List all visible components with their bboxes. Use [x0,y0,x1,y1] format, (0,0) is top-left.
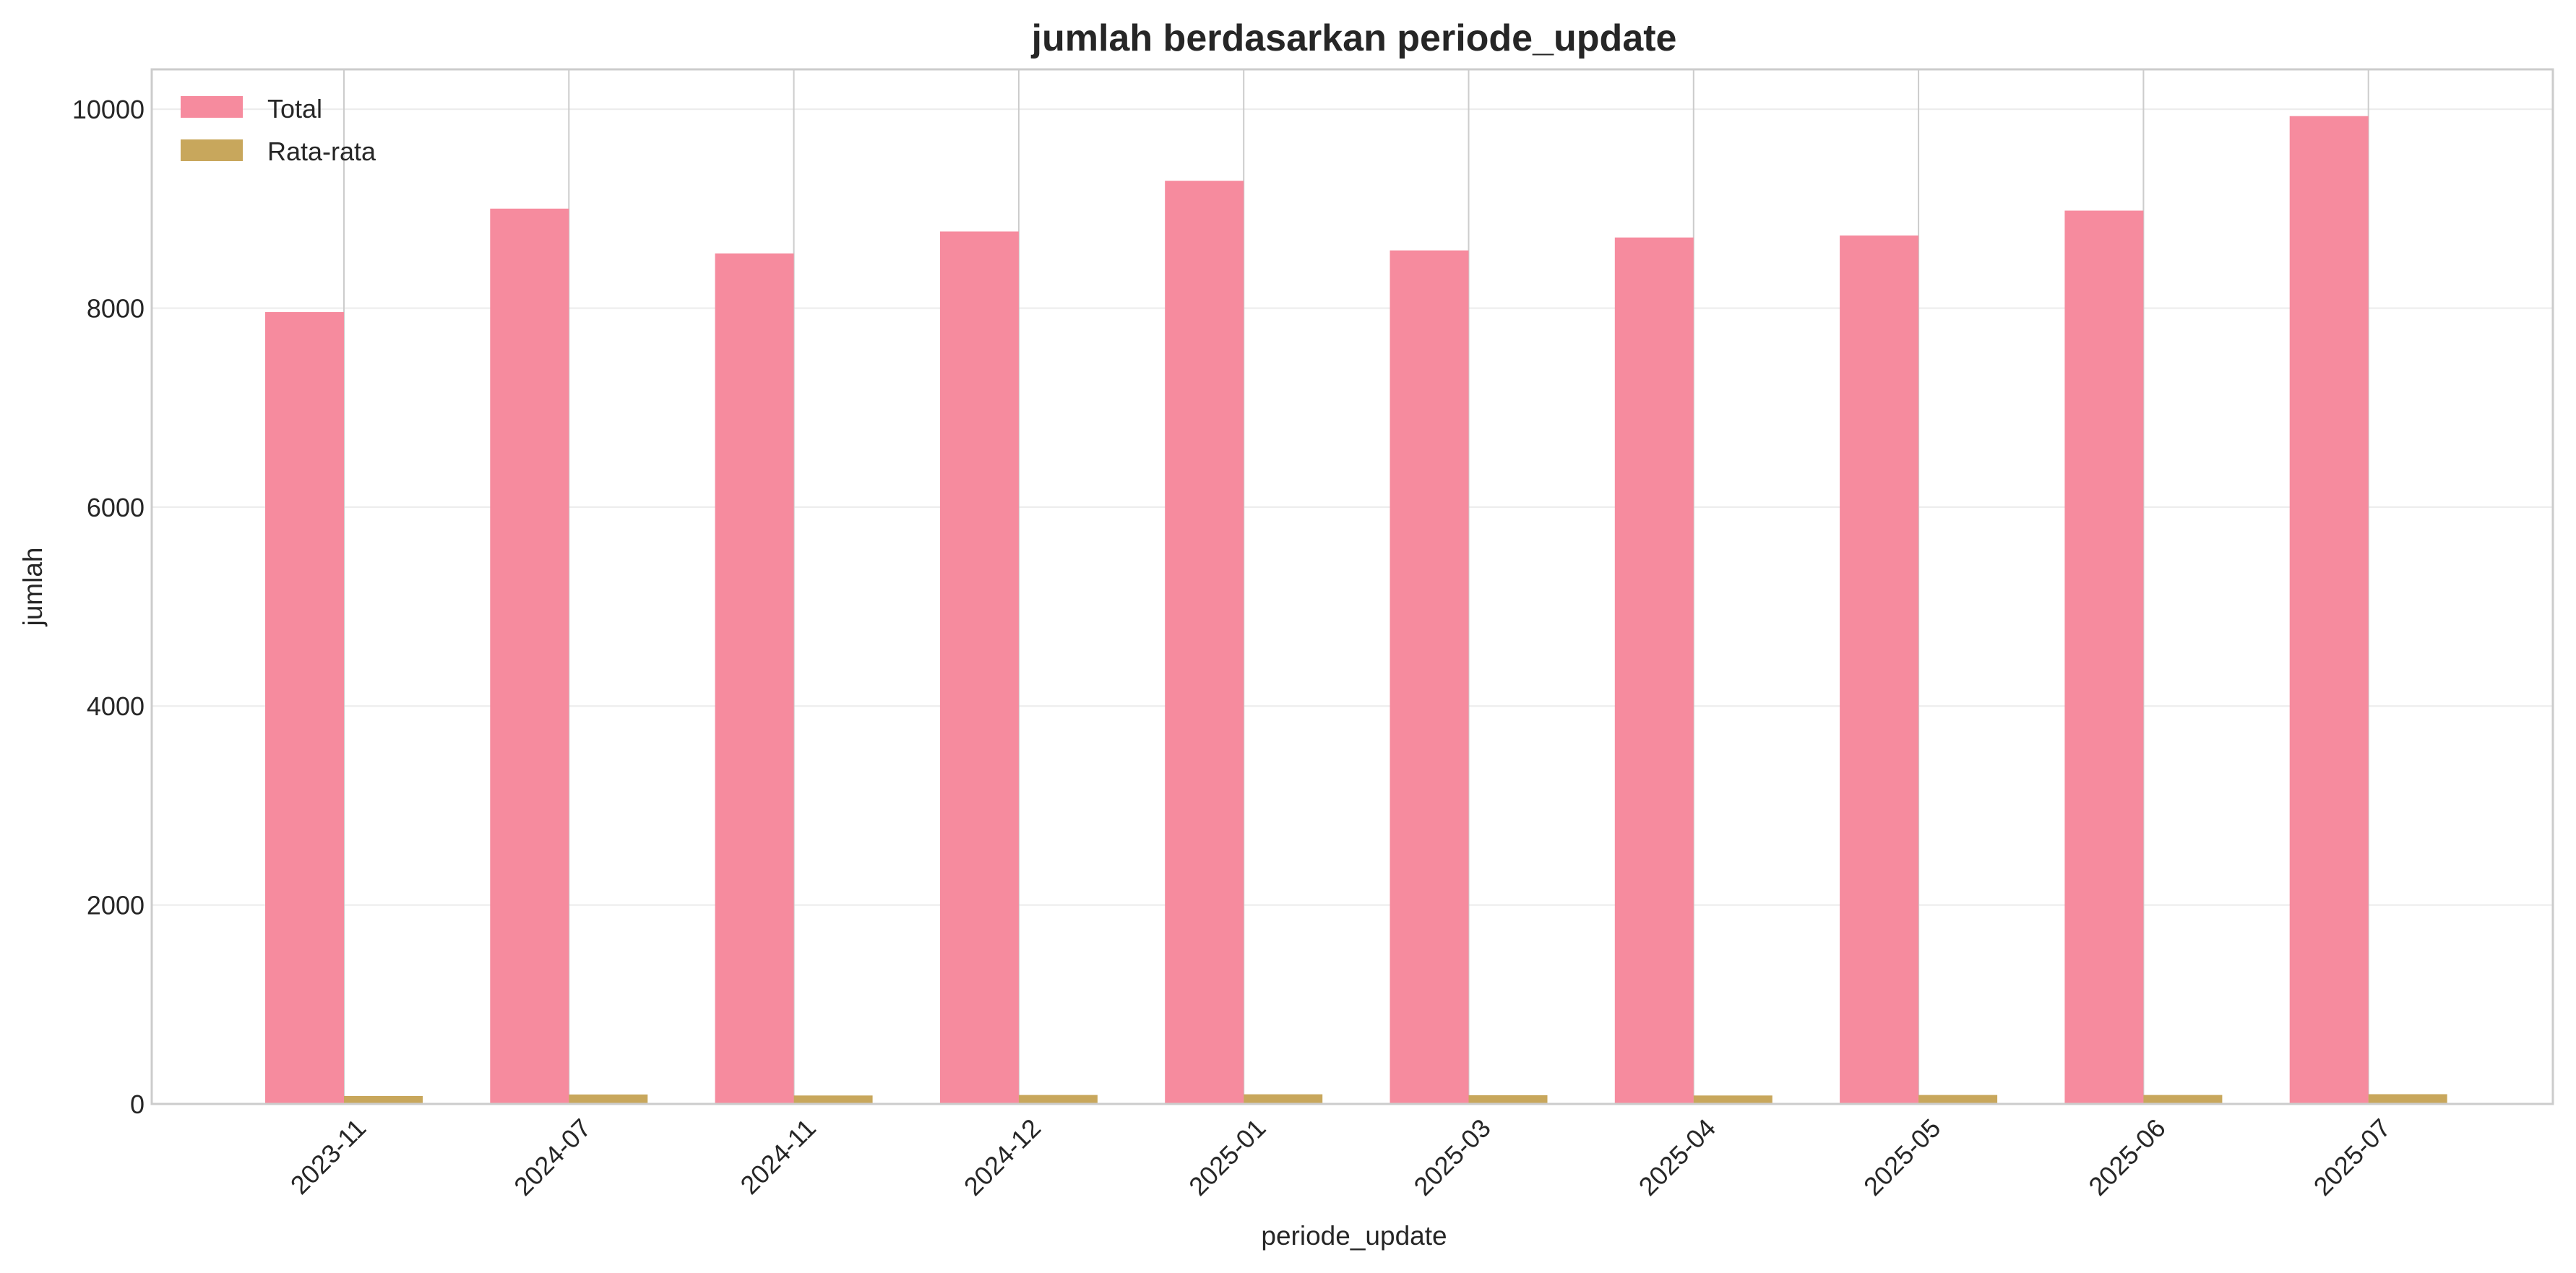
bar-rata-rata [1918,1095,1998,1104]
bar-rata-rata [569,1094,648,1104]
y-tick-label: 8000 [87,293,145,323]
y-tick-label: 2000 [87,891,145,920]
y-tick-label: 4000 [87,691,145,721]
y-tick-label: 10000 [72,95,145,124]
x-axis-label: periode_update [1261,1221,1447,1251]
bar-total [265,311,344,1104]
bar-rata-rata [1693,1095,1772,1104]
bar-total [1840,235,1919,1104]
bar-total [2064,210,2144,1104]
y-tick-label: 6000 [87,493,145,522]
bar-rata-rata [2368,1094,2447,1104]
bar-total [1165,181,1244,1105]
chart-title: jumlah berdasarkan periode_update [1031,17,1677,59]
legend-label-total: Total [267,94,322,124]
plot-frame [150,68,2554,1105]
bars-layer [265,116,2447,1105]
bar-rata-rata [793,1095,873,1104]
y-tick-label: 0 [130,1089,145,1119]
bar-total [715,253,794,1105]
legend-swatch-rata-rata [181,139,243,161]
bar-rata-rata [1244,1094,1323,1104]
y-axis-label: jumlah [18,548,48,627]
legend: Total Rata-rata [181,94,376,166]
bar-total [939,231,1019,1104]
bar-rata-rata [1468,1095,1548,1104]
bar-total [1614,237,1694,1105]
legend-swatch-total [181,96,243,118]
bar-total [490,208,569,1104]
bar-rata-rata [2143,1095,2223,1104]
bar-total [2289,116,2369,1105]
y-tick-labels: 0 2000 4000 6000 8000 10000 [72,95,145,1119]
bar-rata-rata [1018,1095,1098,1104]
bar-total [1390,250,1469,1105]
legend-label-rata-rata: Rata-rata [267,137,376,166]
bar-rata-rata [344,1095,423,1104]
